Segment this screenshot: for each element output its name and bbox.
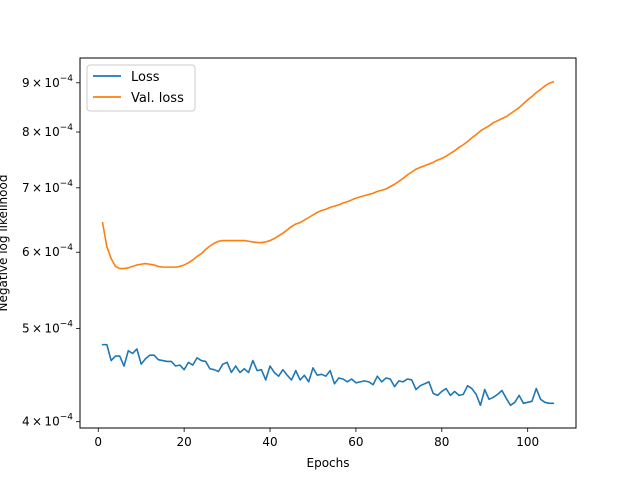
plot-frame [79, 57, 577, 429]
y-tick-label: 5 × 10−4 [22, 319, 73, 335]
y-axis: 4 × 10−4 5 × 10−4 6 × 10−4 7 × 10−4 8 × 10−4… [22, 74, 80, 429]
x-tick-label: 80 [434, 435, 449, 449]
legend: Loss Val. loss [86, 64, 196, 112]
y-axis-title: Negative log likelihood [0, 175, 10, 312]
x-axis: 0 20 40 60 80 100 [94, 428, 539, 449]
series-layer [101, 81, 555, 407]
y-tick-label: 7 × 10−4 [22, 179, 73, 195]
legend-label-loss: Loss [131, 70, 160, 85]
x-tick-label: 40 [262, 435, 277, 449]
x-tick-label: 20 [176, 435, 191, 449]
y-tick-label: 8 × 10−4 [22, 123, 73, 139]
legend-label-val-loss: Val. loss [131, 91, 184, 106]
series-line-loss [101, 343, 555, 407]
x-axis-title: Epochs [307, 456, 350, 470]
y-tick-label: 4 × 10−4 [22, 413, 73, 429]
y-tick-label: 6 × 10−4 [22, 243, 73, 259]
x-tick-label: 0 [94, 435, 102, 449]
x-tick-label: 60 [348, 435, 363, 449]
y-tick-label: 9 × 10−4 [22, 74, 73, 90]
x-tick-label: 100 [516, 435, 539, 449]
series-line-val-loss [101, 81, 555, 270]
